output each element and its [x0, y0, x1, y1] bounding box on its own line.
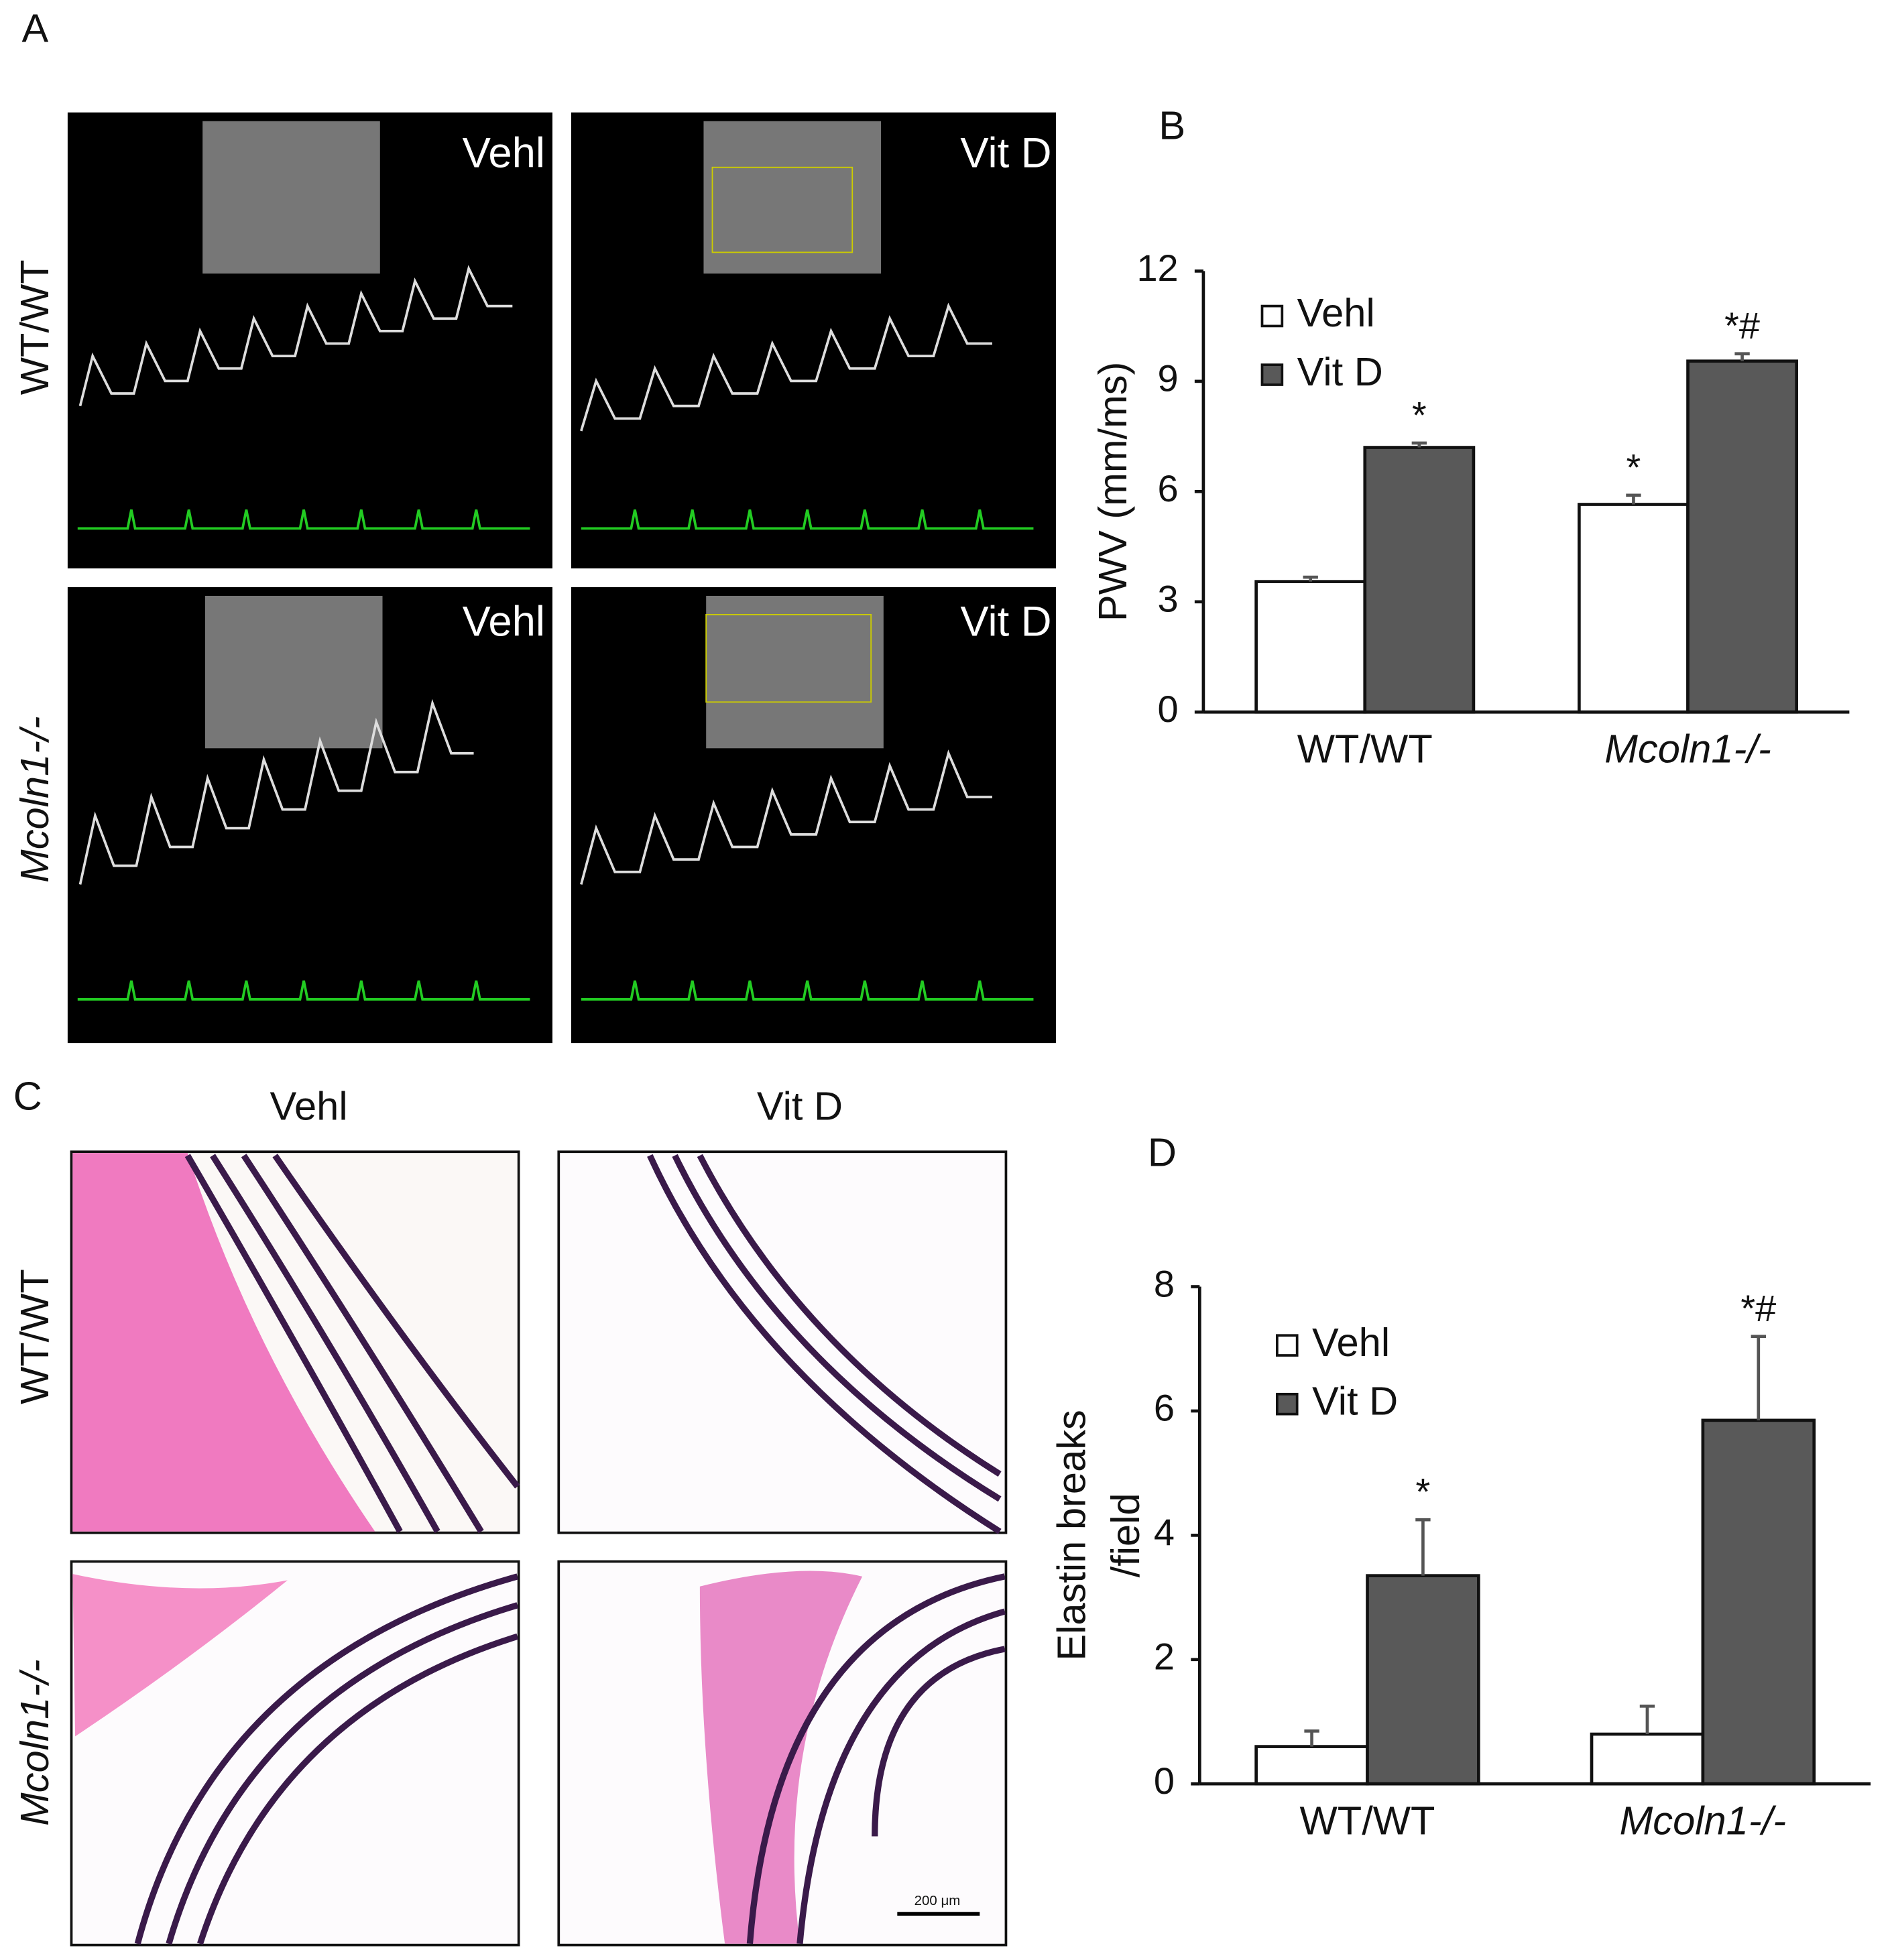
- bar: [1254, 580, 1367, 714]
- bar: [1590, 1732, 1705, 1786]
- legend-swatch: [1275, 1334, 1299, 1357]
- error-bar: [1734, 352, 1750, 361]
- error-bar: [1303, 575, 1318, 582]
- y-tick-label: 8: [1154, 1262, 1175, 1304]
- error-bar: [1626, 493, 1641, 505]
- image-label: Vit D: [960, 130, 1051, 177]
- y-tick-label: 9: [1158, 357, 1179, 400]
- error-bar: [1304, 1729, 1319, 1747]
- panel-label: A: [22, 5, 49, 50]
- image-label: Vehl: [463, 130, 545, 177]
- legend-swatch: [1260, 304, 1284, 328]
- column-label: Vehl: [270, 1084, 348, 1129]
- row-label: WT/WT: [12, 1269, 57, 1404]
- y-axis-label: /field: [1103, 1493, 1148, 1577]
- bar: [1701, 1418, 1816, 1786]
- legend-label: Vehl: [1312, 1320, 1390, 1365]
- y-tick-label: 6: [1154, 1387, 1175, 1429]
- legend-swatch: [1275, 1392, 1299, 1416]
- legend-label: Vehl: [1297, 290, 1375, 335]
- bar: [1686, 359, 1798, 714]
- y-tick-label: 0: [1158, 688, 1179, 730]
- y-tick-label: 3: [1158, 578, 1179, 620]
- ultrasound-images: [67, 112, 1056, 1044]
- x-tick-label: Mcoln1-/-: [1604, 727, 1771, 772]
- y-axis-label: PWV (mm/ms): [1090, 362, 1135, 621]
- histology-images: [70, 1150, 1008, 1947]
- bar: [1254, 1745, 1369, 1786]
- x-tick-label: WT/WT: [1300, 1798, 1435, 1843]
- y-tick-label: 12: [1136, 247, 1178, 289]
- row-label: WT/WT: [12, 259, 57, 395]
- y-tick-label: 2: [1154, 1636, 1175, 1678]
- column-label: Vit D: [757, 1084, 843, 1129]
- error-bar: [1411, 441, 1427, 448]
- y-tick-label: 6: [1158, 467, 1179, 509]
- panel-label: C: [13, 1074, 42, 1119]
- panel-label: D: [1148, 1130, 1177, 1175]
- scale-bar-label: 200 μm: [914, 1893, 961, 1908]
- x-tick-label: WT/WT: [1297, 727, 1433, 772]
- annotation: *: [1416, 1471, 1431, 1513]
- x-tick-label: Mcoln1-/-: [1620, 1798, 1787, 1843]
- legend-swatch: [1260, 363, 1284, 386]
- annotation: *: [1412, 393, 1427, 436]
- bar: [1366, 1574, 1480, 1786]
- legend-label: Vit D: [1312, 1378, 1398, 1423]
- row-label: Mcoln1-/-: [12, 716, 57, 883]
- annotation: *: [1627, 446, 1641, 488]
- y-tick-label: 0: [1154, 1760, 1175, 1802]
- annotation: *#: [1724, 304, 1760, 347]
- image-label: Vit D: [960, 599, 1051, 646]
- bar: [1363, 446, 1476, 714]
- error-bar: [1751, 1335, 1766, 1420]
- image-label: Vehl: [463, 599, 545, 646]
- legend-label: Vit D: [1297, 349, 1383, 394]
- error-bar: [1639, 1705, 1655, 1735]
- y-axis-label: Elastin breaks: [1049, 1410, 1094, 1661]
- annotation: *#: [1740, 1287, 1776, 1329]
- row-label: Mcoln1-/-: [12, 1659, 57, 1825]
- bar: [1578, 503, 1690, 714]
- panel-label: B: [1159, 103, 1185, 148]
- y-tick-label: 4: [1154, 1511, 1175, 1553]
- error-bar: [1415, 1518, 1431, 1576]
